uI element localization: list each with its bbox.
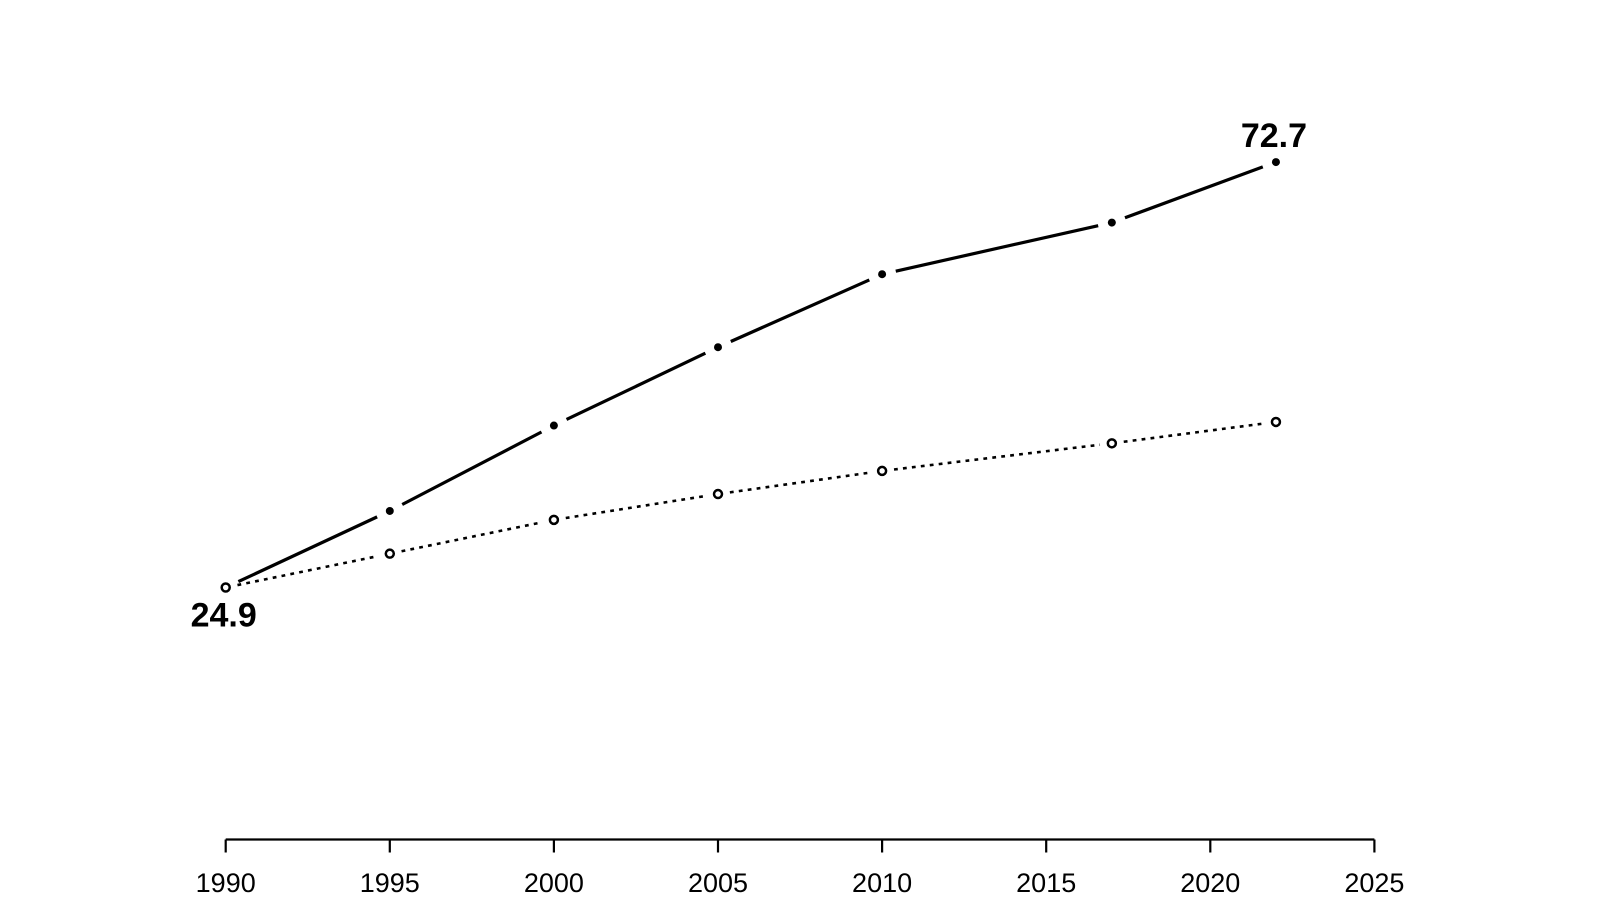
x-tick-label-2000: 2000: [524, 868, 584, 898]
series-layer: [220, 158, 1282, 593]
marker-filled-circle: [1271, 158, 1280, 167]
lower-series-segment: [1123, 422, 1265, 444]
annotation-label-72.7: 72.7: [1241, 117, 1307, 155]
marker-open-circle: [1106, 438, 1118, 449]
upper-series-segment: [565, 351, 707, 421]
marker-open-circle: [876, 465, 888, 477]
upper-series-segment: [895, 224, 1099, 273]
lower-series-segment: [893, 443, 1101, 471]
x-tick-label-2015: 2015: [1016, 868, 1076, 898]
upper-series-segment: [1124, 165, 1264, 220]
x-tick-label-1990: 1990: [196, 868, 256, 898]
marker-filled-circle: [878, 270, 887, 279]
lower-series-segment: [565, 494, 707, 520]
upper-series-segment: [730, 278, 870, 343]
x-tick-label-2025: 2025: [1344, 868, 1404, 898]
x-tick-label-2010: 2010: [852, 868, 912, 898]
annotation-label-24.9: 24.9: [191, 597, 257, 635]
lower-series-segment: [237, 554, 379, 587]
x-axis: 1990 1995 2000 2005 2010 2015 2020 2025: [196, 838, 1404, 898]
marker-open-circle: [1270, 416, 1282, 428]
upper-series-segment: [401, 430, 543, 506]
lower-series-segment: [401, 521, 543, 553]
marker-filled-circle: [385, 506, 394, 515]
marker-filled-circle: [1107, 218, 1116, 227]
marker-open-circle: [548, 514, 560, 526]
marker-open-circle: [384, 548, 396, 559]
marker-open-circle: [220, 582, 231, 593]
upper-series-segment: [237, 515, 378, 584]
x-tick-label-1995: 1995: [360, 868, 420, 898]
x-tick-label-2005: 2005: [688, 868, 748, 898]
marker-filled-circle: [714, 343, 722, 352]
marker-filled-circle: [549, 421, 558, 430]
marker-open-circle: [712, 488, 724, 500]
lower-series-segment: [729, 471, 871, 494]
annotation-layer: 72.7 24.9: [191, 117, 1307, 634]
x-tick-label-2020: 2020: [1180, 868, 1240, 898]
